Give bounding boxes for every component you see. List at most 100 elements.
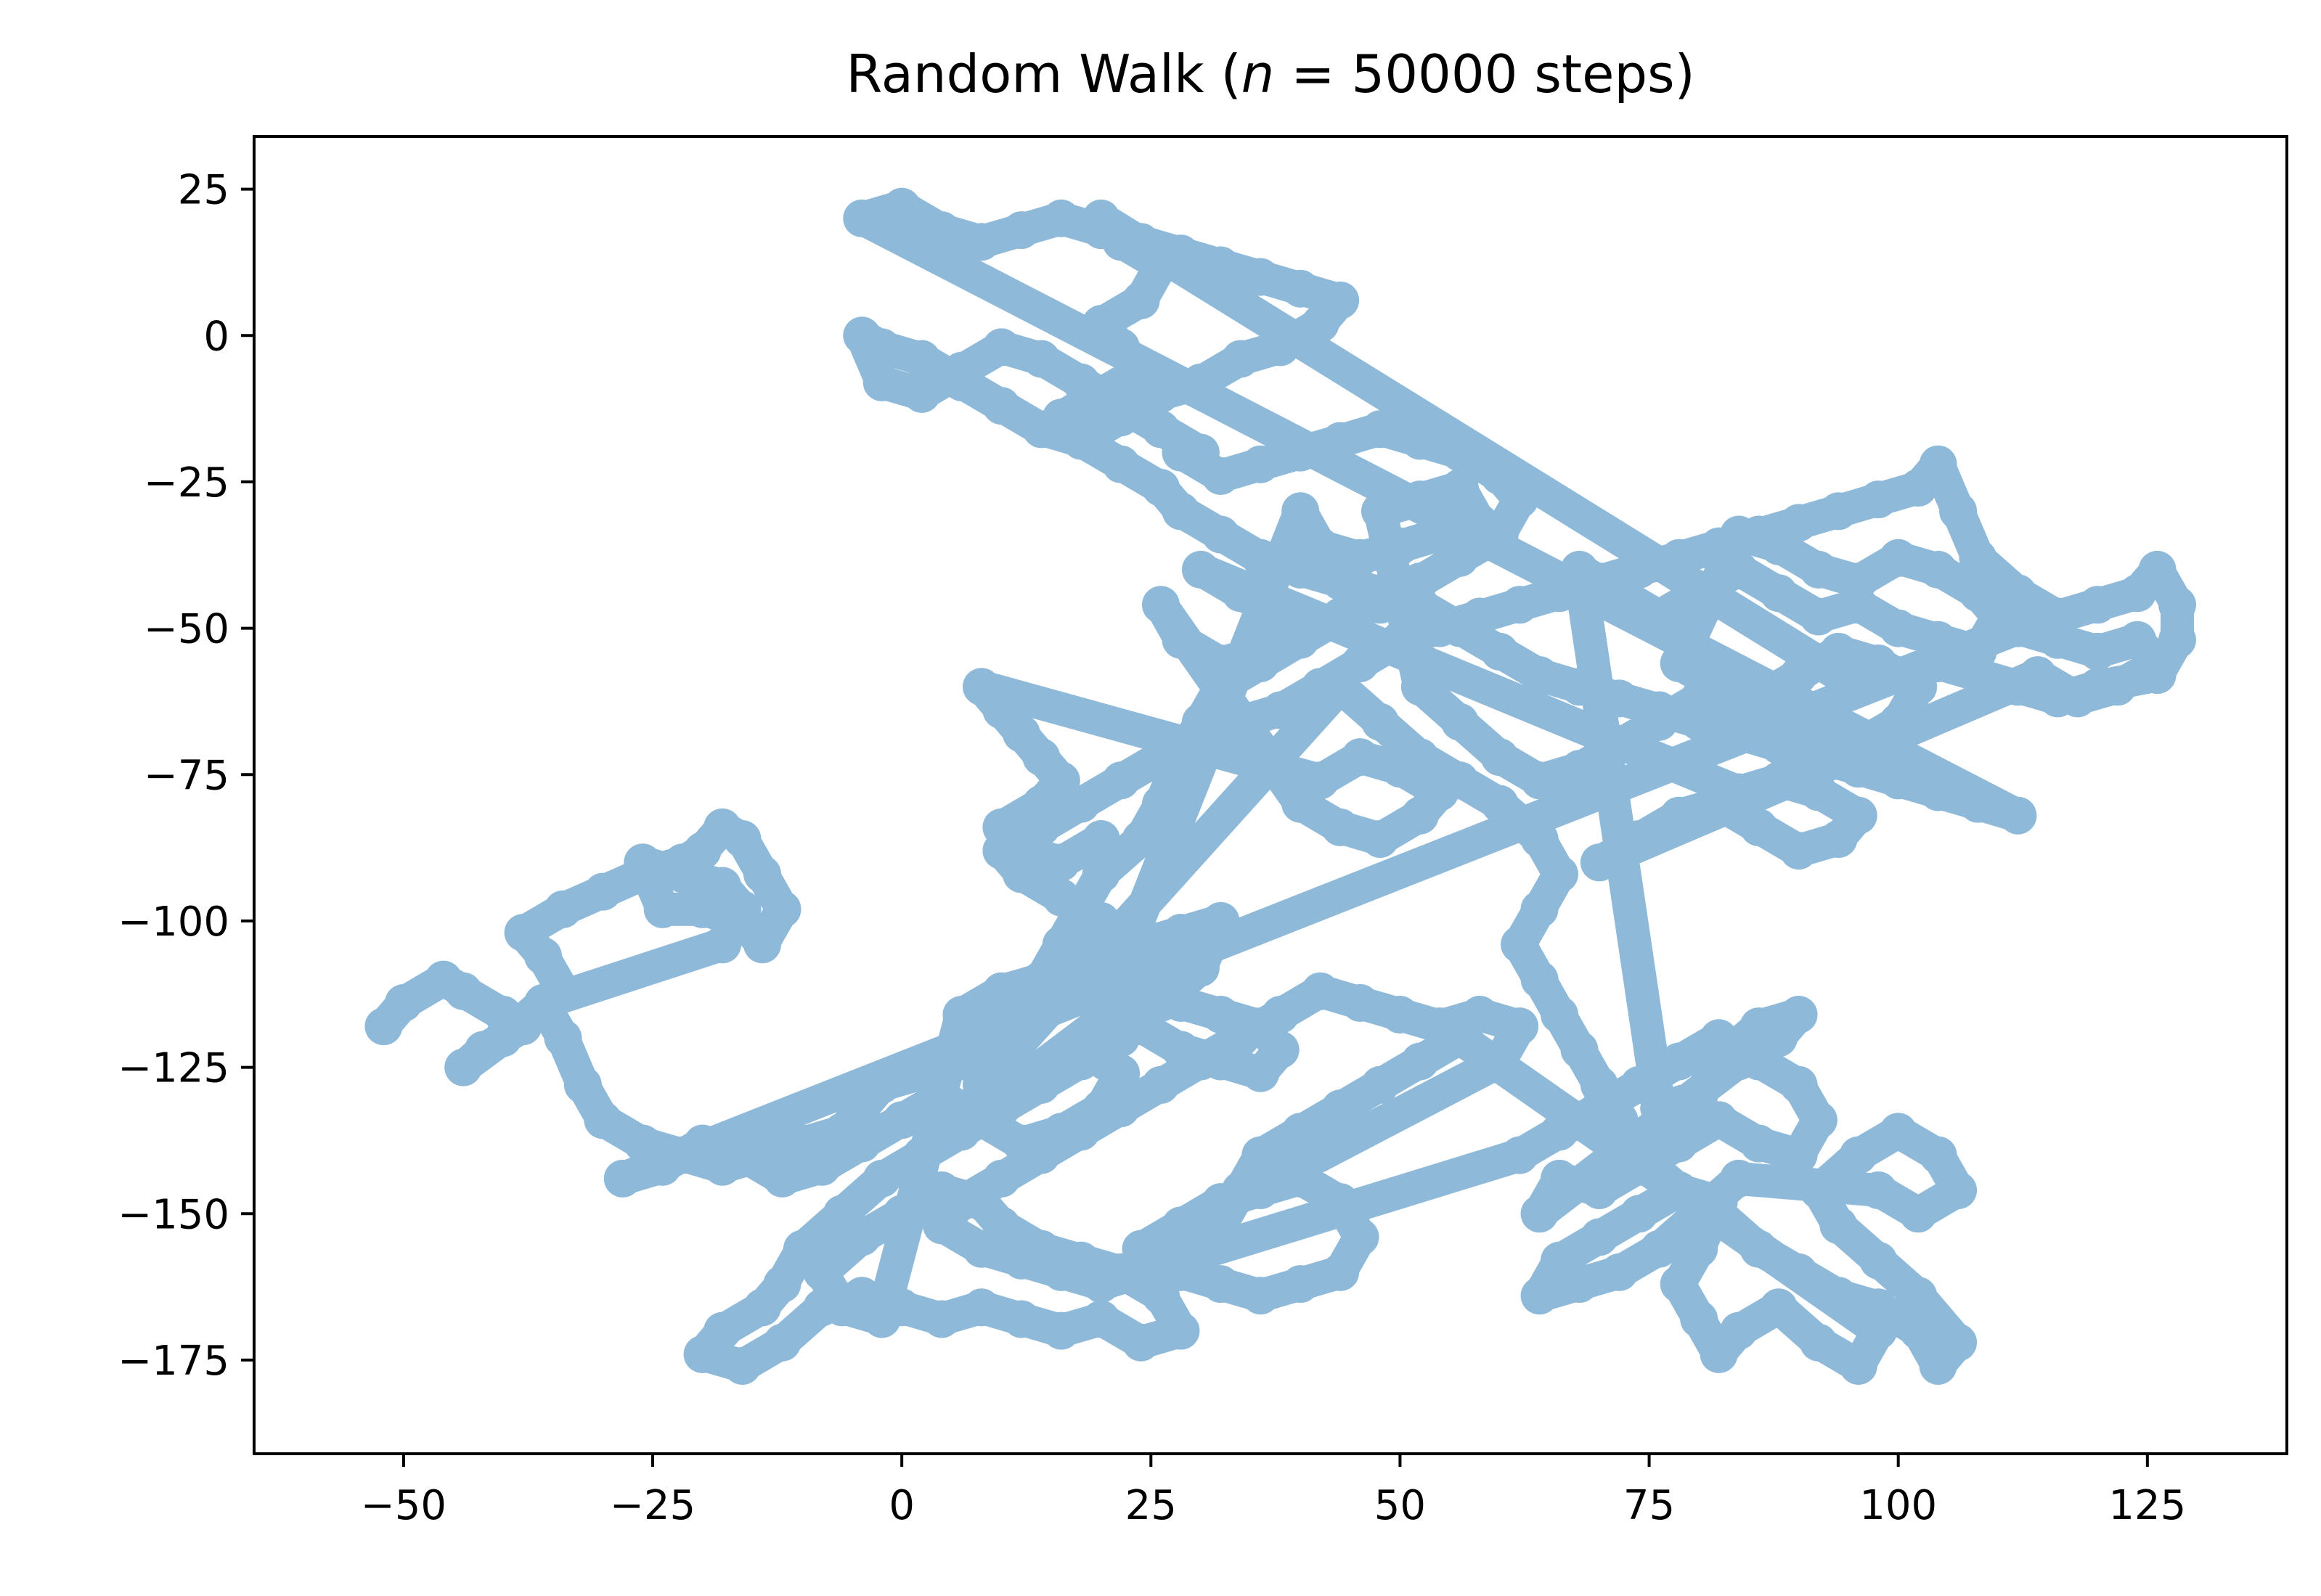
walk-point	[1301, 305, 1339, 343]
plot-area	[364, 187, 2196, 1385]
walk-point	[1620, 820, 1658, 858]
walk-point	[1341, 983, 1379, 1022]
walk-point	[1281, 492, 1320, 531]
walk-point	[1042, 199, 1080, 237]
y-tick-label: −175	[118, 1338, 229, 1385]
walk-point	[1919, 773, 1957, 811]
walk-point	[1739, 808, 1778, 846]
walk-point	[1480, 632, 1519, 671]
walk-point	[1062, 890, 1101, 928]
walk-point	[1162, 234, 1200, 273]
walk-point	[1400, 480, 1439, 519]
walk-point	[763, 1323, 801, 1362]
walk-point	[942, 996, 981, 1034]
walk-point	[923, 1300, 961, 1338]
walk-point	[1241, 632, 1280, 671]
walk-point	[1202, 644, 1240, 682]
walk-point	[2018, 656, 2057, 695]
walk-point	[1361, 1065, 1399, 1104]
walk-point	[2058, 679, 2097, 718]
walk-point	[1321, 1183, 1360, 1221]
walk-point	[1600, 1253, 1639, 1291]
walk-point	[1341, 1218, 1379, 1256]
walk-point	[1102, 1054, 1141, 1092]
walk-point	[1321, 597, 1360, 636]
walk-point	[1620, 1195, 1658, 1233]
walk-point	[1122, 820, 1160, 858]
x-tick-label: 25	[1125, 1482, 1177, 1529]
walk-point	[1739, 1229, 1778, 1268]
walk-point	[763, 890, 801, 928]
walk-point	[1321, 422, 1360, 460]
walk-point	[1281, 433, 1320, 472]
walk-point	[1461, 504, 1499, 542]
walk-point	[1520, 960, 1559, 999]
walk-point	[1221, 703, 1260, 741]
walk-point	[1022, 410, 1061, 449]
walk-point	[2079, 586, 2117, 624]
walk-point	[1241, 539, 1280, 577]
walk-point	[1042, 1253, 1080, 1291]
walk-point	[1341, 738, 1379, 777]
walk-point	[643, 1147, 682, 1186]
walk-point	[1640, 1229, 1678, 1268]
walk-point	[1660, 1124, 1698, 1163]
walk-point	[923, 211, 961, 250]
walk-point	[1480, 785, 1519, 823]
walk-point	[1839, 1136, 1877, 1174]
walk-point	[1241, 1007, 1280, 1046]
walk-point	[1760, 703, 1798, 741]
walk-point	[1301, 972, 1339, 1010]
walk-point	[1421, 1007, 1459, 1046]
walk-point	[1042, 925, 1080, 964]
walk-point	[1541, 1241, 1578, 1280]
walk-point	[1122, 1323, 1160, 1362]
walk-point	[803, 1253, 841, 1291]
walk-point	[1142, 586, 1180, 624]
y-tick-label: −75	[144, 752, 229, 799]
x-tick-label: 125	[2108, 1482, 2186, 1529]
walk-point	[1142, 785, 1180, 823]
walk-point	[1720, 1311, 1758, 1350]
walk-point	[1760, 761, 1798, 800]
walk-point	[982, 387, 1021, 425]
walk-point	[2098, 668, 2137, 706]
walk-point	[2138, 644, 2177, 682]
walk-point	[862, 1065, 901, 1104]
walk-point	[883, 187, 921, 226]
walk-point	[902, 340, 941, 378]
walk-point	[1022, 785, 1061, 823]
walk-point	[1660, 644, 1698, 682]
walk-point	[1082, 211, 1120, 250]
walk-point	[384, 983, 423, 1022]
walk-point	[1779, 1136, 1818, 1174]
walk-point	[1202, 246, 1240, 285]
walk-point	[1680, 679, 1718, 718]
chart-title-prefix: Random Walk (	[846, 44, 1241, 105]
walk-point	[1122, 972, 1160, 1010]
walk-point	[902, 375, 941, 413]
walk-point	[982, 1031, 1021, 1069]
walk-point	[1400, 1042, 1439, 1081]
walk-point	[1002, 832, 1040, 870]
walk-point	[1919, 445, 1957, 483]
walk-point	[1301, 527, 1339, 565]
walk-point	[1042, 1113, 1080, 1151]
walk-point	[1400, 562, 1439, 601]
walk-point	[1162, 1031, 1200, 1069]
walk-point	[624, 843, 662, 882]
walk-point	[1919, 621, 1957, 659]
walk-point	[1400, 422, 1439, 460]
walk-point	[603, 1159, 642, 1198]
walk-point	[1082, 1265, 1120, 1304]
walk-point	[1819, 492, 1858, 531]
walk-point	[1421, 515, 1459, 554]
walk-point	[1839, 1347, 1877, 1385]
y-axis: 25 0 −25 −50 −75 −100 −125 −150 −175	[118, 167, 254, 1385]
walk-point	[1520, 1195, 1559, 1233]
walk-point	[1680, 1077, 1718, 1116]
walk-point	[484, 1019, 523, 1057]
walk-point	[444, 1048, 483, 1086]
walk-point	[1739, 1124, 1778, 1163]
walk-point	[1520, 890, 1559, 928]
